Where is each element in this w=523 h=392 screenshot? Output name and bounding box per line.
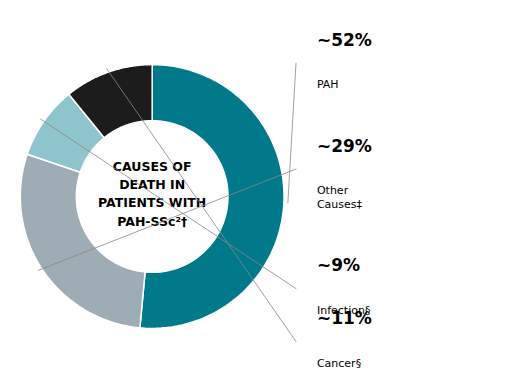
html-text:PATIENTS WITH: PATIENTS WITH xyxy=(98,195,207,211)
svg-text:PAH: PAH xyxy=(317,78,339,91)
svg-text:OtherCauses‡: OtherCauses‡ xyxy=(317,184,363,211)
svg-text:~11%: ~11% xyxy=(316,308,372,329)
html-text:PAH-SSc²†: PAH-SSc²† xyxy=(117,213,188,229)
html-text:DEATH IN: DEATH IN xyxy=(119,177,186,193)
svg-text:Cancer§: Cancer§ xyxy=(317,357,361,370)
html-text:CAUSES OF: CAUSES OF xyxy=(112,159,192,175)
svg-text:~9%: ~9% xyxy=(317,255,360,275)
svg-text:Infection§: Infection§ xyxy=(317,304,370,317)
svg-text:~29%: ~29% xyxy=(317,136,372,156)
svg-text:~52%: ~52% xyxy=(317,30,372,50)
